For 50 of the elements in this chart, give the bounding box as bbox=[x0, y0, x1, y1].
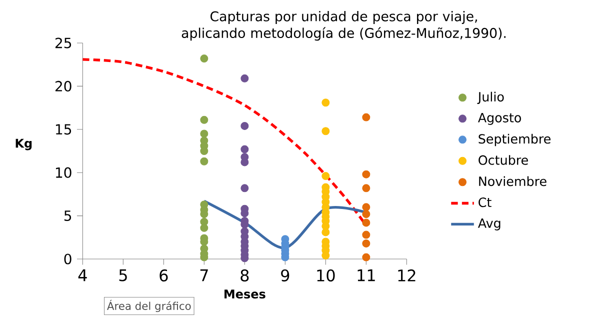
legend-label: Ct bbox=[478, 198, 492, 208]
point bbox=[362, 203, 370, 212]
x-tick-label: 9 bbox=[281, 269, 290, 282]
legend-label: Avg bbox=[478, 218, 500, 230]
x-tick-label: 6 bbox=[160, 269, 168, 282]
point bbox=[362, 210, 370, 218]
x-axis-title: Meses bbox=[224, 290, 266, 299]
y-tick-label: 0 bbox=[64, 254, 72, 264]
x-tick-label: 12 bbox=[398, 269, 416, 282]
legend-label: Noviembre bbox=[479, 176, 546, 186]
x-tick-label: 11 bbox=[358, 269, 375, 282]
point bbox=[200, 147, 208, 156]
y-tick-label: 20 bbox=[55, 80, 72, 92]
x-tick-label: 5 bbox=[119, 269, 127, 282]
y-tick-label: 5 bbox=[64, 210, 72, 221]
point bbox=[200, 54, 208, 63]
point bbox=[322, 252, 330, 260]
y-axis-title: Kg bbox=[16, 138, 32, 150]
point bbox=[362, 239, 370, 248]
point bbox=[322, 172, 330, 180]
point bbox=[200, 130, 208, 138]
point bbox=[362, 113, 370, 122]
x-tick-label: 8 bbox=[240, 269, 249, 282]
x-tick-label: 10 bbox=[317, 269, 335, 282]
y-tick-label: 15 bbox=[56, 124, 72, 135]
point bbox=[240, 145, 249, 154]
legend-label: Agosto bbox=[478, 113, 521, 125]
point bbox=[322, 127, 330, 136]
point bbox=[362, 253, 370, 262]
text: Área del gráfico bbox=[107, 300, 191, 312]
point bbox=[240, 122, 249, 130]
point bbox=[322, 98, 330, 107]
legend-label: Septiembre bbox=[478, 134, 551, 146]
point bbox=[362, 230, 370, 239]
legend-label: Julio bbox=[477, 92, 504, 104]
y-tick-label: 10 bbox=[56, 167, 72, 178]
point bbox=[200, 224, 208, 232]
y-tick-label: 25 bbox=[55, 38, 72, 48]
point bbox=[200, 116, 208, 124]
legend-label: Octubre bbox=[478, 155, 528, 165]
point bbox=[362, 218, 370, 227]
point bbox=[200, 157, 208, 166]
x-tick-label: 4 bbox=[78, 269, 87, 282]
chart-title: Capturas por unidad de pesca por viaje, aplicando metodología de (Gómez-Muñoz,1990). bbox=[182, 11, 506, 41]
x-tick-label: 7 bbox=[200, 269, 208, 282]
point bbox=[362, 184, 370, 192]
point bbox=[362, 170, 370, 178]
point bbox=[240, 184, 249, 192]
point bbox=[322, 228, 330, 236]
point bbox=[240, 74, 249, 82]
